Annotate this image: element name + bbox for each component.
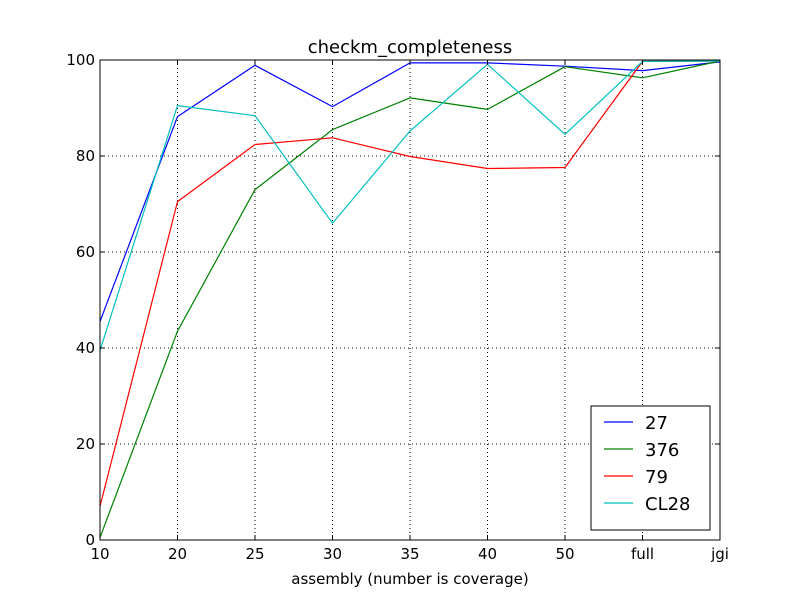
legend-label: 27 [645,413,668,434]
legend-item: 376 [604,440,679,461]
legend-item: 27 [604,413,668,434]
x-tick-label: full [631,545,654,563]
x-tick-label: jgi [710,545,729,563]
x-tick-label: 50 [555,545,574,563]
x-tick-label: 25 [245,545,264,563]
legend-label: CL28 [645,494,691,515]
series-line-376 [99,60,721,538]
x-tick-label: 35 [400,545,419,563]
chart-title: checkm_completeness [308,37,513,58]
y-tick-label: 0 [85,531,95,549]
y-tick-label: 100 [66,51,95,69]
x-axis-label: assembly (number is coverage) [291,570,528,588]
y-tick-label: 80 [76,147,95,165]
x-tick-label: 20 [168,545,187,563]
axis-ticks: 10 20 25 30 35 40 50 full jgi 0 20 40 60 80 100 [66,51,729,563]
series-line-cl28 [99,60,721,351]
x-tick-label: 10 [90,545,109,563]
y-tick-label: 60 [76,243,95,261]
legend-item: CL28 [604,494,691,515]
legend-box [590,405,711,531]
legend-label: 79 [645,467,668,488]
legend-item: 79 [604,467,668,488]
x-tick-label: 30 [323,545,342,563]
legend-label: 376 [645,440,679,461]
x-tick-label: 40 [478,545,497,563]
y-tick-label: 20 [76,435,95,453]
series-line-79 [99,60,721,507]
legend: 27 376 79 CL28 [590,405,711,531]
y-tick-label: 40 [76,339,95,357]
